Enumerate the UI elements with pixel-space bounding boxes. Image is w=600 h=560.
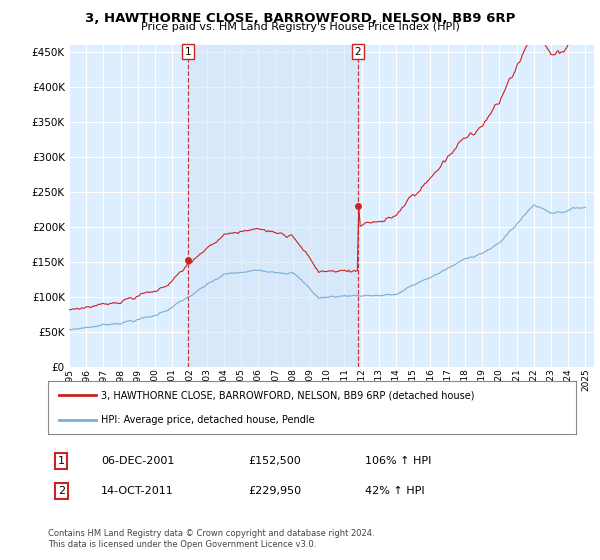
Text: 1: 1 bbox=[58, 456, 65, 466]
Text: £152,500: £152,500 bbox=[248, 456, 301, 466]
Text: 2: 2 bbox=[58, 486, 65, 496]
Text: £229,950: £229,950 bbox=[248, 486, 302, 496]
Text: 3, HAWTHORNE CLOSE, BARROWFORD, NELSON, BB9 6RP (detached house): 3, HAWTHORNE CLOSE, BARROWFORD, NELSON, … bbox=[101, 390, 475, 400]
Text: 42% ↑ HPI: 42% ↑ HPI bbox=[365, 486, 424, 496]
Text: HPI: Average price, detached house, Pendle: HPI: Average price, detached house, Pend… bbox=[101, 414, 314, 424]
Text: Contains HM Land Registry data © Crown copyright and database right 2024.
This d: Contains HM Land Registry data © Crown c… bbox=[48, 529, 374, 549]
Text: 1: 1 bbox=[185, 47, 191, 57]
Text: 06-DEC-2001: 06-DEC-2001 bbox=[101, 456, 174, 466]
Text: 3, HAWTHORNE CLOSE, BARROWFORD, NELSON, BB9 6RP: 3, HAWTHORNE CLOSE, BARROWFORD, NELSON, … bbox=[85, 12, 515, 25]
Text: 14-OCT-2011: 14-OCT-2011 bbox=[101, 486, 173, 496]
Text: 2: 2 bbox=[355, 47, 361, 57]
Bar bbox=[188, 45, 358, 367]
Text: 106% ↑ HPI: 106% ↑ HPI bbox=[365, 456, 431, 466]
Text: Price paid vs. HM Land Registry's House Price Index (HPI): Price paid vs. HM Land Registry's House … bbox=[140, 22, 460, 32]
